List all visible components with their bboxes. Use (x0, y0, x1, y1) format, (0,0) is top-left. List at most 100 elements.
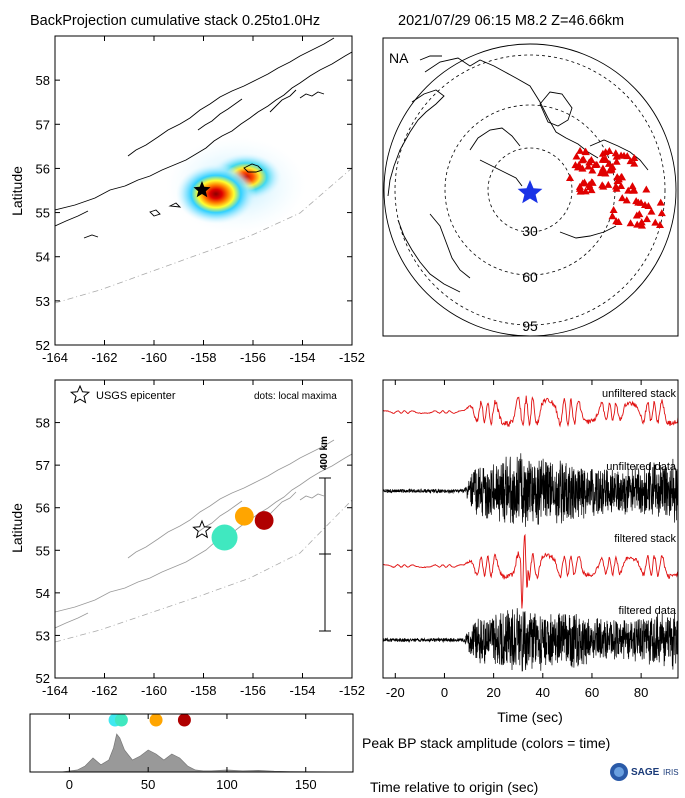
usgs-epicenter-star (192, 519, 212, 539)
event-info: 2021/07/29 06:15 M8.2 Z=46.66km (398, 13, 624, 29)
maxima-map-panel: USGS epicenter dots: local maxima 400 km… (9, 379, 365, 698)
peak-amplitude-panel: 0 50 100 150 Peak BP stack amplitude (color… (29, 713, 610, 795)
local-maximum-dot-3 (254, 511, 274, 530)
peak-xtick-label: 0 (66, 777, 73, 792)
peak-amplitude-ticks: 0 50 100 150 (66, 714, 317, 792)
waveform-panel: unfiltered stack unfiltered data filtere… (382, 379, 679, 725)
bp-map-xtick-label: -162 (91, 350, 117, 365)
maxima-map-xtick-label: -162 (91, 683, 117, 698)
station-triangle (585, 180, 594, 188)
waveform-xtick-label: 80 (634, 685, 648, 700)
maxima-map-ytick-label: 52 (36, 671, 50, 686)
station-triangle (585, 158, 594, 166)
station-triangle (600, 155, 609, 163)
figure-title: BackProjection cumulative stack 0.25to1.… (30, 13, 320, 29)
bp-map-xtick-label: -154 (289, 350, 315, 365)
station-triangle (588, 166, 597, 174)
station-triangle (624, 186, 633, 194)
network-label: NA (389, 50, 409, 66)
polar-coastline (387, 55, 649, 293)
ring-label-60: 60 (522, 269, 538, 285)
bp-map-xtick-label: -152 (339, 350, 365, 365)
bp-map-xtick-label: -164 (42, 350, 68, 365)
ring-label-95: 95 (522, 318, 538, 334)
waveform-xtick-label: 60 (585, 685, 599, 700)
waveform-xtick-label: 0 (441, 685, 448, 700)
bp-map-panel: Latitude -164 -162 -160 -158 -156 -154 -152 52 5… (9, 35, 365, 365)
station-triangle (587, 186, 596, 194)
local-maximum-dot-2 (234, 506, 254, 526)
station-triangle (612, 157, 621, 165)
label-filtered-data: filtered data (619, 605, 677, 617)
station-triangle (635, 210, 644, 218)
maxima-map-xtick-label: -154 (289, 683, 315, 698)
bp-map-xtick-label: -158 (190, 350, 216, 365)
peak-dot-4 (177, 713, 191, 727)
station-triangle (626, 219, 635, 227)
station-triangle (617, 182, 626, 190)
station-triangle (614, 217, 623, 225)
bp-heatmap (166, 137, 306, 233)
maxima-map-ytick-label: 53 (36, 628, 50, 643)
station-triangle (566, 174, 574, 181)
maxima-coastline (55, 439, 352, 629)
maxima-map-xtick-label: -164 (42, 683, 68, 698)
peak-dot-2 (114, 713, 128, 727)
station-triangle (642, 185, 651, 193)
peak-amplitude-ylabel: Peak BP stack amplitude (colors = time) (362, 735, 610, 751)
station-triangle (651, 218, 660, 226)
coastline (55, 37, 352, 239)
ring-label-30: 30 (522, 223, 538, 239)
waveform-xtick-label: -20 (386, 685, 405, 700)
waveform-xlabel: Time (sec) (497, 709, 563, 725)
station-triangle (576, 187, 585, 195)
maxima-map-ytick-label: 54 (36, 586, 50, 601)
maxima-trench-line (55, 499, 352, 643)
station-triangle (632, 197, 641, 205)
station-triangle (579, 155, 588, 163)
waveform-trace-4 (383, 608, 678, 672)
maxima-map-ticks: -164 -162 -160 -158 -156 -154 -152 52 53 54 55 56 57… (36, 380, 365, 698)
station-triangle (620, 151, 629, 159)
bp-map-ytick-label: 53 (36, 294, 50, 309)
station-triangle (637, 221, 646, 229)
peak-time-dots (108, 713, 191, 727)
label-filtered-stack: filtered stack (614, 533, 676, 545)
maxima-map-xtick-label: -152 (339, 683, 365, 698)
station-triangle (572, 152, 581, 160)
station-triangle (630, 153, 639, 161)
bp-map-ylabel: Latitude (9, 166, 25, 216)
scale-bar (319, 477, 331, 632)
station-triangle (642, 215, 651, 223)
scale-bar-label: 400 km (319, 436, 330, 470)
local-maxima-dots (211, 506, 274, 551)
station-triangle (576, 146, 585, 154)
station-triangles (566, 146, 666, 229)
map-boundary-circle (383, 43, 677, 336)
peak-envelope-area (30, 733, 353, 772)
sage-iris-logo: SAGE IRIS (610, 763, 679, 781)
logo-text: SAGE (631, 767, 660, 778)
peak-dot-3 (149, 713, 163, 727)
station-triangle (609, 206, 618, 214)
legend-star-icon (69, 384, 91, 404)
station-triangle (656, 198, 665, 206)
bp-map-ytick-label: 58 (36, 73, 50, 88)
station-triangle (657, 209, 666, 217)
label-unfiltered-data: unfiltered data (606, 461, 677, 473)
station-triangle (637, 198, 646, 206)
station-triangle (591, 161, 600, 169)
peak-xtick-label: 100 (216, 777, 238, 792)
legend-maxima-label: dots: local maxima (254, 391, 337, 402)
bp-map-xtick-label: -160 (141, 350, 167, 365)
station-triangle (604, 159, 613, 167)
station-triangle (656, 221, 664, 228)
station-triangle (608, 212, 617, 220)
station-triangle (626, 157, 635, 165)
maxima-map-ytick-label: 56 (36, 501, 50, 516)
distance-ring-95 (394, 54, 666, 326)
station-triangle (611, 149, 620, 157)
station-triangle (630, 186, 639, 194)
waveform-ticks: -20 0 20 40 60 80 (386, 380, 648, 700)
